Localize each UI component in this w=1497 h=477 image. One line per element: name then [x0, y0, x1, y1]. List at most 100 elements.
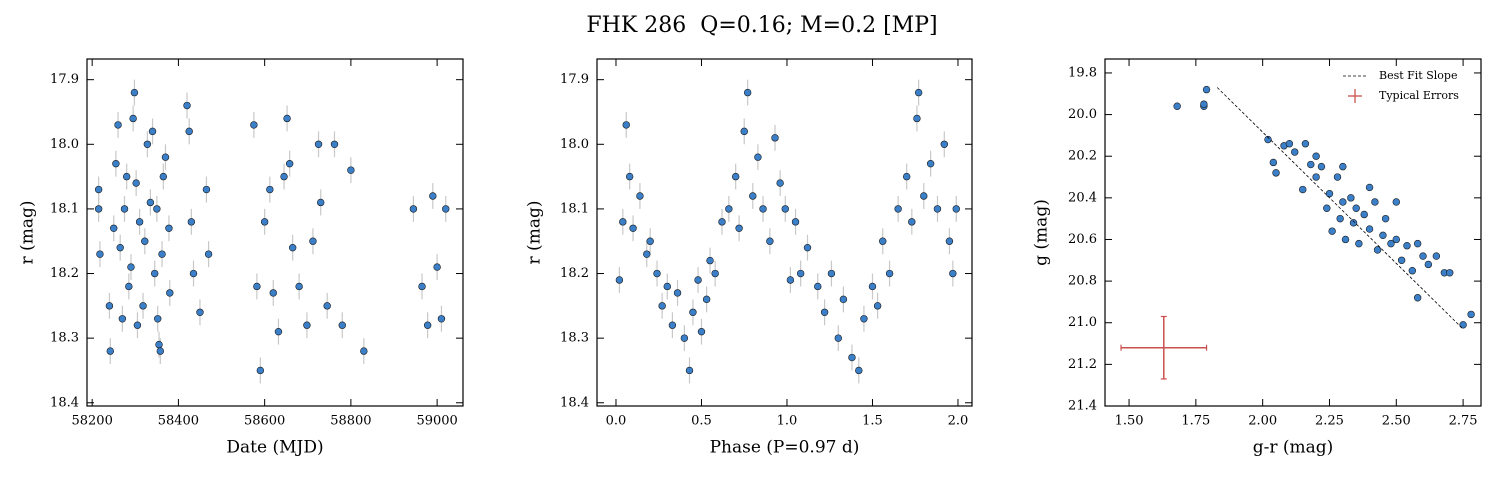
- data-point: [105, 302, 114, 310]
- data-point: [1365, 183, 1374, 192]
- y-axis-label: r (mag): [18, 201, 38, 265]
- y-tick-label: 18.0: [50, 137, 79, 152]
- data-point: [868, 282, 877, 291]
- data-point: [827, 269, 836, 278]
- y-tick-label: 20.8: [1068, 274, 1097, 289]
- data-point: [133, 321, 142, 329]
- data-point: [1317, 162, 1326, 171]
- data-point: [442, 205, 450, 213]
- data-point: [185, 127, 193, 136]
- data-point: [360, 347, 368, 355]
- data-point: [803, 243, 812, 252]
- data-point: [706, 256, 714, 265]
- data-point: [873, 302, 882, 310]
- data-point: [879, 237, 887, 245]
- data-point: [791, 218, 800, 226]
- legend-label: Typical Errors: [1379, 89, 1459, 102]
- x-axis-label: g-r (mag): [1253, 438, 1334, 458]
- data-point: [256, 366, 265, 375]
- data-point: [1432, 252, 1441, 260]
- data-point: [694, 276, 702, 284]
- y-tick-label: 18.1: [50, 201, 79, 216]
- data-point: [295, 282, 303, 291]
- data-point: [347, 166, 355, 174]
- x-tick-label: 2.25: [1315, 414, 1344, 429]
- data-point: [1347, 194, 1355, 202]
- data-point: [926, 159, 935, 168]
- y-tick-label: 20.0: [1068, 107, 1097, 122]
- data-point: [908, 218, 916, 226]
- data-point: [125, 282, 133, 291]
- plot-area: [615, 79, 960, 384]
- data-point: [902, 172, 911, 181]
- data-point: [418, 282, 426, 291]
- plot-area: [94, 79, 450, 384]
- data-point: [740, 127, 748, 136]
- x-tick-label: 2.00: [1248, 414, 1277, 429]
- data-point: [1269, 158, 1278, 167]
- data-point: [855, 366, 863, 375]
- data-point: [1325, 189, 1334, 198]
- x-tick-label: 1.75: [1181, 414, 1210, 429]
- y-tick-label: 18.4: [50, 395, 79, 410]
- data-point: [1387, 239, 1395, 248]
- data-point: [1349, 219, 1358, 227]
- data-point: [330, 140, 339, 148]
- data-point: [309, 237, 317, 245]
- data-point: [204, 250, 213, 258]
- x-tick-label: 58200: [71, 414, 112, 429]
- data-point: [135, 218, 144, 226]
- legend-label: Best Fit Slope: [1379, 69, 1457, 82]
- data-point: [1419, 252, 1427, 260]
- data-point: [1381, 214, 1390, 223]
- data-point: [860, 315, 868, 323]
- data-point: [1307, 160, 1315, 169]
- data-point: [158, 250, 166, 258]
- data-point: [202, 185, 211, 194]
- data-point: [1341, 235, 1350, 244]
- data-point: [1285, 140, 1294, 148]
- data-point: [139, 302, 147, 310]
- data-point: [283, 114, 291, 123]
- data-point: [141, 237, 149, 245]
- data-point: [820, 308, 829, 317]
- x-tick-label: 1.50: [1115, 414, 1144, 429]
- data-point: [689, 308, 697, 317]
- y-tick-label: 20.2: [1068, 149, 1097, 164]
- y-tick-label: 18.3: [50, 331, 79, 346]
- data-point: [437, 315, 446, 323]
- data-point: [1413, 239, 1422, 248]
- data-point: [1413, 294, 1422, 302]
- y-tick-label: 18.3: [560, 331, 589, 346]
- data-point: [260, 218, 269, 226]
- data-point: [685, 366, 694, 375]
- data-point: [1339, 198, 1347, 206]
- data-point: [920, 192, 928, 200]
- x-tick-label: 2.50: [1382, 414, 1411, 429]
- data-point: [680, 334, 689, 342]
- data-point: [285, 159, 294, 168]
- x-tick-label: 2.0: [948, 414, 969, 429]
- data-point: [625, 172, 634, 181]
- y-tick-label: 17.9: [560, 72, 589, 87]
- data-point: [429, 192, 437, 200]
- data-point: [1202, 85, 1211, 94]
- data-point: [1379, 231, 1387, 240]
- x-tick-label: 0.0: [606, 414, 627, 429]
- data-point: [711, 269, 719, 278]
- panel: 1.50 1.75 2.00 2.25 2.50 2.75 19.8 20.0 20.2 20.4…: [1032, 58, 1482, 458]
- x-tick-label: 59000: [416, 414, 457, 429]
- y-tick-label: 18.2: [560, 266, 589, 281]
- x-axis-label: Phase (P=0.97 d): [710, 438, 860, 458]
- data-point: [1360, 210, 1368, 219]
- x-tick-label: 1.5: [862, 414, 883, 429]
- axes-frame: [1104, 58, 1482, 407]
- data-point: [619, 218, 627, 226]
- data-point: [646, 237, 654, 245]
- data-point: [269, 289, 277, 297]
- data-point: [759, 205, 767, 213]
- data-point: [423, 321, 432, 329]
- data-point: [187, 218, 196, 226]
- data-point: [771, 134, 779, 142]
